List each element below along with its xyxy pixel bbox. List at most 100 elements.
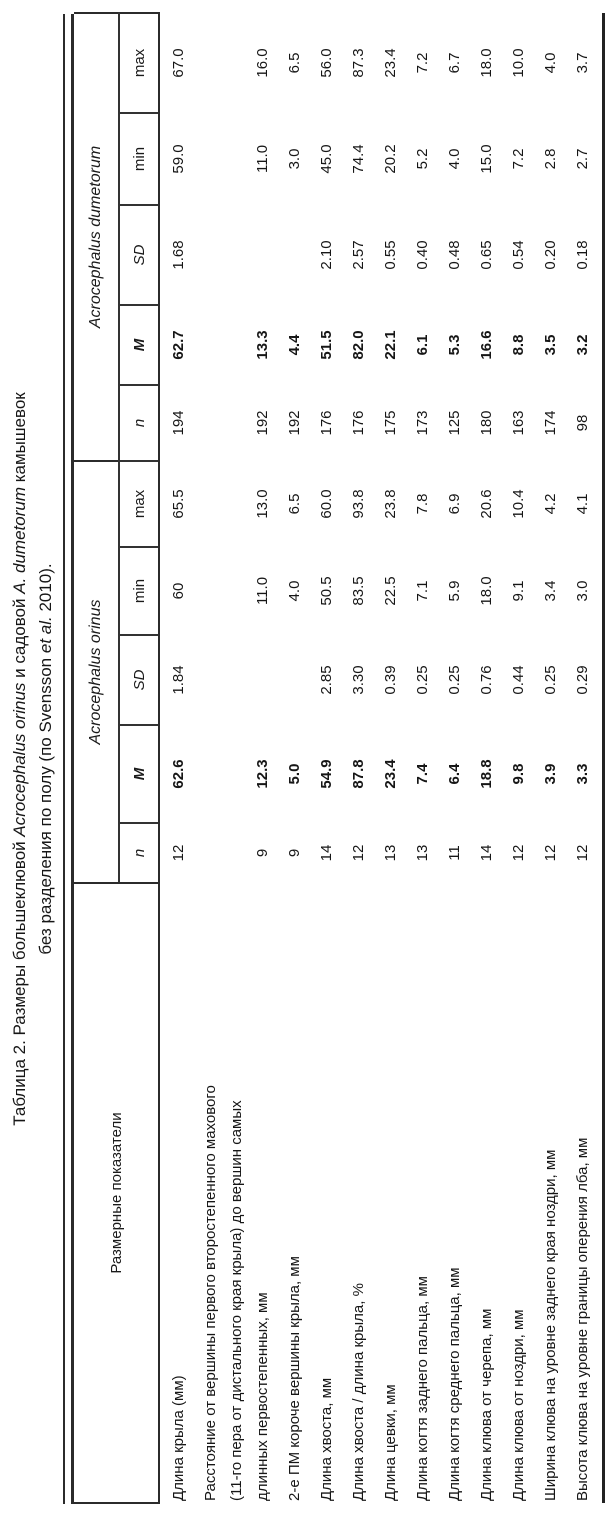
orinus-max-value: 6.9 xyxy=(446,493,463,515)
orinus-SD-value xyxy=(195,635,279,725)
dumetorum-m-header: M xyxy=(119,304,159,385)
orinus-min-value: 3.4 xyxy=(542,580,559,602)
orinus-min-value: 11.0 xyxy=(254,576,271,606)
orinus-n-value: 14 xyxy=(318,844,335,862)
dumetorum-M-value: 16.6 xyxy=(478,330,495,360)
orinus-min-value: 83.5 xyxy=(350,576,367,606)
dumetorum-SD-value: 0.18 xyxy=(567,204,604,305)
dumetorum-max-header: max xyxy=(119,12,159,113)
top-rule-thin xyxy=(63,14,65,1504)
dumetorum-M-value: 5.3 xyxy=(446,334,463,356)
orinus-max-value: 4.1 xyxy=(567,460,604,547)
dumetorum-min-value: 2.8 xyxy=(542,148,559,170)
orinus-min-value: 3.0 xyxy=(567,547,604,635)
orinus-max-value: 93.8 xyxy=(350,489,367,519)
table-row: Расстояние от вершины первого второстепе… xyxy=(195,13,279,1503)
dumetorum-SD-value: 1.68 xyxy=(170,240,187,270)
orinus-SD-value: 0.25 xyxy=(446,665,463,695)
orinus-n-value: 11 xyxy=(446,845,463,861)
dumetorum-SD-value: 0.48 xyxy=(446,240,463,270)
species-header-row: Размерные показатели Acrocephalus orinus… xyxy=(74,12,159,1503)
orinus-M-value: 9.8 xyxy=(510,763,527,785)
dumetorum-min-value: 45.0 xyxy=(318,144,335,174)
dumetorum-min-value: 7.2 xyxy=(510,148,527,170)
orinus-min-value: 18.0 xyxy=(478,576,495,606)
dumetorum-min-value: 11.0 xyxy=(254,144,271,174)
dumetorum-n-value: 194 xyxy=(170,410,187,436)
dumetorum-SD-value xyxy=(279,205,311,305)
orinus-M-value: 54.9 xyxy=(318,759,335,789)
dumetorum-n-value: 175 xyxy=(382,410,399,436)
orinus-M-value: 6.4 xyxy=(446,763,463,785)
orinus-n-value: 9 xyxy=(286,848,303,858)
row-label: Расстояние от вершины первого второстепе… xyxy=(202,1085,271,1501)
dumetorum-n-value: 192 xyxy=(286,410,303,436)
dumetorum-SD-value: 2.10 xyxy=(318,240,335,270)
dumetorum-min-value: 20.2 xyxy=(382,144,399,174)
dumetorum-n-value: 180 xyxy=(478,410,495,436)
orinus-SD-value: 0.25 xyxy=(542,665,559,695)
table-row: Длина когтя заднего пальца, мм 13 7.4 0.25 7… xyxy=(407,13,439,1503)
orinus-n-value: 9 xyxy=(254,848,271,858)
table-caption: Таблица 2. Размеры большеклювой Acroceph… xyxy=(0,0,59,1518)
dumetorum-M-value: 51.5 xyxy=(318,330,335,360)
orinus-max-value: 20.6 xyxy=(478,489,495,519)
dumetorum-max-value: 4.0 xyxy=(542,52,559,74)
dumetorum-max-value: 3.7 xyxy=(567,12,604,113)
orinus-n-value: 12 xyxy=(170,844,187,862)
dumetorum-SD-value xyxy=(195,205,279,305)
orinus-M-value: 23.4 xyxy=(382,759,399,789)
dumetorum-min-value: 4.0 xyxy=(446,148,463,170)
orinus-sd-header: SD xyxy=(119,635,159,725)
orinus-max-value: 65.5 xyxy=(170,489,187,519)
dumetorum-M-value: 62.7 xyxy=(170,330,187,360)
dumetorum-min-value: 5.2 xyxy=(414,148,431,170)
table-row: Длина клюва от черепа, мм 14 18.8 0.76 18.0 2… xyxy=(471,13,503,1503)
orinus-n-value: 13 xyxy=(382,844,399,862)
orinus-SD-value: 3.30 xyxy=(350,665,367,695)
orinus-n-header: n xyxy=(119,823,159,883)
orinus-SD-value: 1.84 xyxy=(170,665,187,695)
orinus-max-value: 4.2 xyxy=(542,493,559,515)
orinus-n-value: 12 xyxy=(350,844,367,862)
orinus-max-value: 6.5 xyxy=(286,493,303,515)
orinus-min-header: min xyxy=(119,547,159,635)
dumetorum-n-header: n xyxy=(119,384,159,461)
orinus-min-value: 5.9 xyxy=(446,580,463,602)
row-label: Длина когтя заднего пальца, мм xyxy=(414,1276,431,1501)
row-label: Длина крыла (мм) xyxy=(170,1375,187,1501)
orinus-min-value: 50.5 xyxy=(318,576,335,606)
table-row: Высота клюва на уровне границы оперения … xyxy=(567,12,604,1503)
dumetorum-max-value: 7.2 xyxy=(414,52,431,74)
table-row: Длина хвоста / длина крыла, % 12 87.8 3.30 8… xyxy=(343,13,375,1503)
dumetorum-M-value: 3.5 xyxy=(542,334,559,356)
dumetorum-min-value: 74.4 xyxy=(350,144,367,174)
dumetorum-SD-value: 0.40 xyxy=(414,240,431,270)
dumetorum-SD-value: 0.54 xyxy=(510,240,527,270)
dumetorum-min-value: 15.0 xyxy=(478,144,495,174)
dumetorum-max-value: 10.0 xyxy=(510,48,527,78)
orinus-SD-value: 0.44 xyxy=(510,665,527,695)
dumetorum-min-value: 59.0 xyxy=(170,144,187,174)
dumetorum-n-value: 98 xyxy=(567,384,604,461)
orinus-M-value: 5.0 xyxy=(286,763,303,785)
table-body: Длина крыла (мм) 12 62.6 1.84 60 65.5 194 62.7 1… xyxy=(159,12,604,1503)
orinus-M-value: 3.9 xyxy=(542,763,559,785)
dumetorum-n-value: 176 xyxy=(350,410,367,436)
dumetorum-SD-value: 0.20 xyxy=(542,240,559,270)
dumetorum-max-value: 23.4 xyxy=(382,48,399,78)
table-row: Длина хвоста, мм 14 54.9 2.85 50.5 60.0 176 51.… xyxy=(311,13,343,1503)
table-row: 2-е ПМ короче вершины крыла, мм 9 5.0 4.0 6.… xyxy=(279,13,311,1503)
orinus-M-value: 7.4 xyxy=(414,763,431,785)
row-label: Длина клюва от черепа, мм xyxy=(478,1308,495,1501)
orinus-min-value: 60 xyxy=(170,582,187,600)
table-row: Длина клюва от ноздри, мм 12 9.8 0.44 9.1 10.… xyxy=(503,13,535,1503)
label-column-header: Размерные показатели xyxy=(74,883,159,1503)
orinus-M-value: 87.8 xyxy=(350,759,367,789)
dumetorum-M-value: 22.1 xyxy=(382,330,399,360)
row-label: Длина когтя среднего пальца, мм xyxy=(446,1267,463,1501)
row-label: Длина клюва от ноздри, мм xyxy=(510,1309,527,1501)
orinus-min-value: 9.1 xyxy=(510,580,527,602)
orinus-SD-value: 0.29 xyxy=(567,635,604,725)
